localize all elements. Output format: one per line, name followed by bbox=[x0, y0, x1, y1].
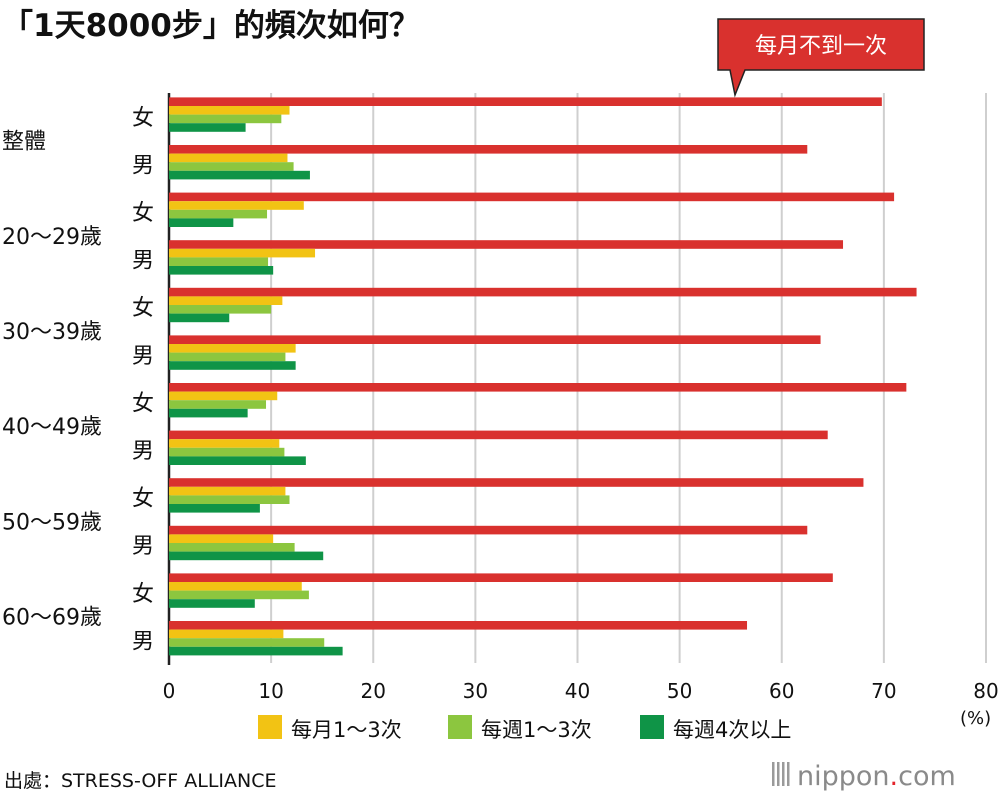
x-tick-label: 40 bbox=[565, 679, 590, 703]
bar-4-f-series-1 bbox=[169, 383, 907, 392]
bar-1-f-series-1 bbox=[169, 97, 882, 106]
brand-suffix: com bbox=[898, 761, 956, 792]
x-tick-label: 80 bbox=[973, 679, 998, 703]
bar-3-m-series-4 bbox=[169, 361, 296, 370]
bar-2-f-series-3 bbox=[169, 209, 268, 219]
bar-6-m-series-4 bbox=[169, 646, 343, 656]
bar-5-m-series-3 bbox=[169, 543, 295, 552]
bar-3-m-series-2 bbox=[169, 344, 296, 353]
bar-3-f-series-2 bbox=[169, 296, 283, 305]
sex-label: 男 bbox=[132, 439, 154, 464]
legend-label: 每週4次以上 bbox=[673, 718, 791, 742]
x-tick-label: 70 bbox=[871, 679, 896, 703]
bar-1-m-series-2 bbox=[169, 153, 288, 163]
bar-6-m-series-3 bbox=[169, 638, 325, 647]
bar-5-m-series-2 bbox=[169, 534, 274, 543]
bars bbox=[169, 97, 917, 656]
group-label: 整體 bbox=[2, 130, 46, 155]
group-label: 40～49歲 bbox=[2, 415, 102, 440]
group-label: 20～29歲 bbox=[2, 225, 102, 250]
bar-4-m-series-4 bbox=[169, 456, 306, 465]
sex-label: 女 bbox=[132, 106, 154, 131]
brand-stripes-icon bbox=[772, 762, 790, 786]
x-tick-label: 20 bbox=[361, 679, 386, 703]
x-tick-label: 10 bbox=[258, 679, 283, 703]
bar-1-m-series-4 bbox=[169, 170, 310, 180]
bar-3-f-series-4 bbox=[169, 313, 230, 323]
sex-label: 女 bbox=[132, 201, 154, 226]
sex-label: 男 bbox=[132, 344, 154, 369]
callout-box bbox=[717, 18, 925, 98]
bar-1-m-series-3 bbox=[169, 162, 294, 171]
bar-3-m-series-1 bbox=[169, 335, 821, 344]
bar-5-f-series-1 bbox=[169, 478, 864, 487]
bar-2-f-series-2 bbox=[169, 201, 304, 210]
legend-label: 每週1～3次 bbox=[481, 718, 592, 742]
bar-6-f-series-3 bbox=[169, 590, 309, 600]
legend-swatch bbox=[640, 715, 664, 739]
bar-2-m-series-2 bbox=[169, 248, 316, 258]
bar-3-m-series-3 bbox=[169, 352, 286, 362]
bar-4-m-series-1 bbox=[169, 430, 828, 440]
bar-1-f-series-4 bbox=[169, 123, 246, 132]
group-label: 30～39歲 bbox=[2, 320, 102, 345]
bar-5-m-series-4 bbox=[169, 551, 324, 561]
bar-4-f-series-3 bbox=[169, 400, 267, 409]
callout-text: 每月不到一次 bbox=[755, 34, 887, 59]
bar-6-m-series-2 bbox=[169, 629, 284, 639]
sex-label: 男 bbox=[132, 249, 154, 274]
bar-2-f-series-4 bbox=[169, 218, 234, 227]
sex-label: 男 bbox=[132, 153, 154, 178]
gridlines bbox=[167, 93, 987, 665]
bar-2-f-series-1 bbox=[169, 192, 895, 202]
sex-label: 女 bbox=[132, 391, 154, 416]
bar-1-m-series-1 bbox=[169, 145, 808, 154]
x-axis-ticks: 0 10 20 30 40 50 60 70 80 bbox=[163, 679, 999, 703]
bar-2-m-series-3 bbox=[169, 257, 269, 266]
bar-4-m-series-2 bbox=[169, 439, 280, 448]
sex-label: 女 bbox=[132, 296, 154, 321]
bar-2-m-series-1 bbox=[169, 240, 844, 249]
brand-logo: nippon.com bbox=[772, 761, 956, 792]
sex-label: 女 bbox=[132, 487, 154, 512]
brand-text: nippon.com bbox=[797, 761, 956, 792]
bar-5-m-series-1 bbox=[169, 525, 808, 535]
callout: 每月不到一次 bbox=[717, 18, 925, 98]
x-tick-label: 30 bbox=[463, 679, 488, 703]
bar-3-f-series-3 bbox=[169, 305, 272, 314]
x-unit-label: (%) bbox=[960, 708, 991, 729]
legend: 每月1～3次 每週1～3次 每週4次以上 bbox=[258, 715, 791, 742]
group-label: 50～59歲 bbox=[2, 510, 102, 535]
group-label: 60～69歲 bbox=[2, 606, 102, 631]
chart-title: 「1天8000步」的頻次如何？ bbox=[2, 8, 420, 44]
bar-6-m-series-1 bbox=[169, 621, 748, 630]
bar-5-f-series-4 bbox=[169, 504, 260, 513]
bar-4-m-series-3 bbox=[169, 447, 285, 457]
x-tick-label: 60 bbox=[769, 679, 794, 703]
bar-1-f-series-2 bbox=[169, 106, 290, 115]
sex-label: 男 bbox=[132, 629, 154, 654]
row-labels: 女男整體女男20～29歲女男30～39歲女男40～49歲女男50～59歲女男60… bbox=[2, 106, 154, 655]
bar-5-f-series-3 bbox=[169, 495, 290, 504]
bar-6-f-series-2 bbox=[169, 582, 302, 591]
x-tick-label: 0 bbox=[163, 679, 176, 703]
source-note: 出處：STRESS-OFF ALLIANCE bbox=[4, 770, 277, 792]
brand-dot: . bbox=[890, 761, 899, 792]
bar-6-f-series-1 bbox=[169, 573, 833, 582]
bar-3-f-series-1 bbox=[169, 287, 917, 297]
bar-4-f-series-4 bbox=[169, 408, 248, 418]
bar-6-f-series-4 bbox=[169, 599, 255, 608]
sex-label: 男 bbox=[132, 534, 154, 559]
bar-1-f-series-3 bbox=[169, 114, 282, 124]
brand-name: nippon bbox=[797, 761, 890, 792]
legend-swatch bbox=[258, 715, 282, 739]
bar-2-m-series-4 bbox=[169, 266, 274, 275]
legend-label: 每月1～3次 bbox=[291, 718, 402, 742]
bar-5-f-series-2 bbox=[169, 486, 286, 496]
bar-4-f-series-2 bbox=[169, 391, 278, 401]
legend-swatch bbox=[448, 715, 472, 739]
x-tick-label: 50 bbox=[667, 679, 692, 703]
sex-label: 女 bbox=[132, 582, 154, 607]
